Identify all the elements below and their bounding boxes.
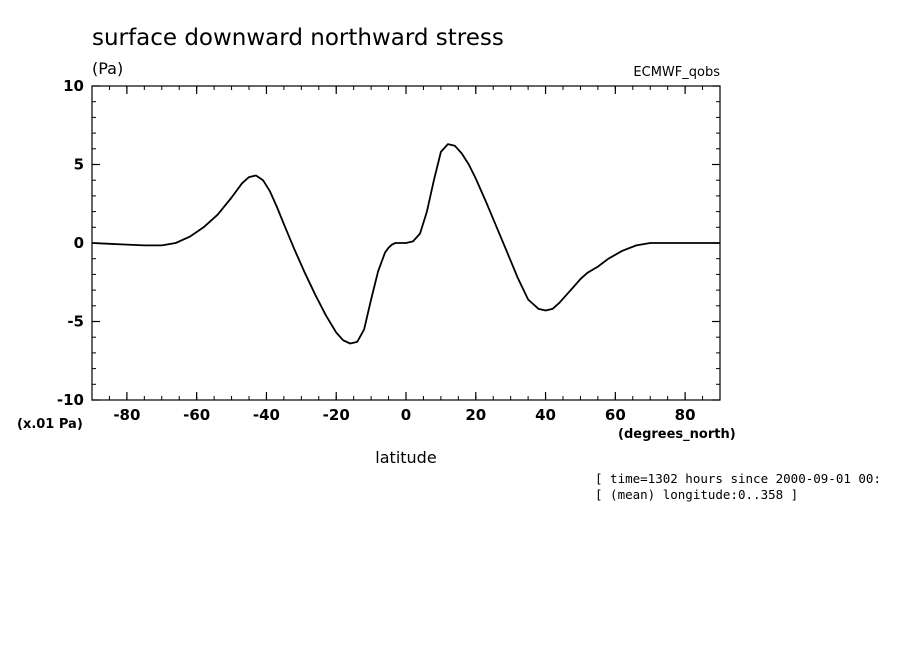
y-tick-label: 5 bbox=[74, 156, 84, 174]
x-tick-label: 60 bbox=[605, 406, 626, 424]
y-axis-ticks: 10 5 0 -5 -10 bbox=[57, 77, 720, 409]
x-axis-ticks: -80 -60 -40 -20 0 20 40 60 80 bbox=[113, 86, 696, 424]
x-tick-label: 0 bbox=[401, 406, 411, 424]
footer-longitude: [ (mean) longitude:0..358 ] bbox=[595, 487, 798, 502]
dataset-label: ECMWF_qobs bbox=[633, 65, 720, 80]
y-units-label: (Pa) bbox=[92, 59, 123, 78]
x-units-label: (degrees_north) bbox=[618, 427, 736, 442]
x-tick-label: -60 bbox=[183, 406, 210, 424]
y-tick-label: -5 bbox=[67, 313, 84, 331]
x-tick-label: 80 bbox=[675, 406, 696, 424]
y-tick-label: 10 bbox=[63, 77, 84, 95]
series-line bbox=[91, 143, 720, 345]
y-tick-label: -10 bbox=[57, 391, 84, 409]
x-axis-label: latitude bbox=[375, 448, 436, 467]
footer-time: [ time=1302 hours since 2000-09-01 00: bbox=[595, 471, 881, 486]
y-scale-note: (x.01 Pa) bbox=[17, 417, 83, 432]
x-tick-label: -80 bbox=[113, 406, 140, 424]
x-tick-label: 40 bbox=[535, 406, 556, 424]
x-tick-label: 20 bbox=[465, 406, 486, 424]
series-group bbox=[91, 143, 720, 345]
x-tick-label: -20 bbox=[323, 406, 350, 424]
x-tick-label: -40 bbox=[253, 406, 280, 424]
chart-title: surface downward northward stress bbox=[92, 25, 504, 51]
y-tick-label: 0 bbox=[74, 234, 84, 252]
